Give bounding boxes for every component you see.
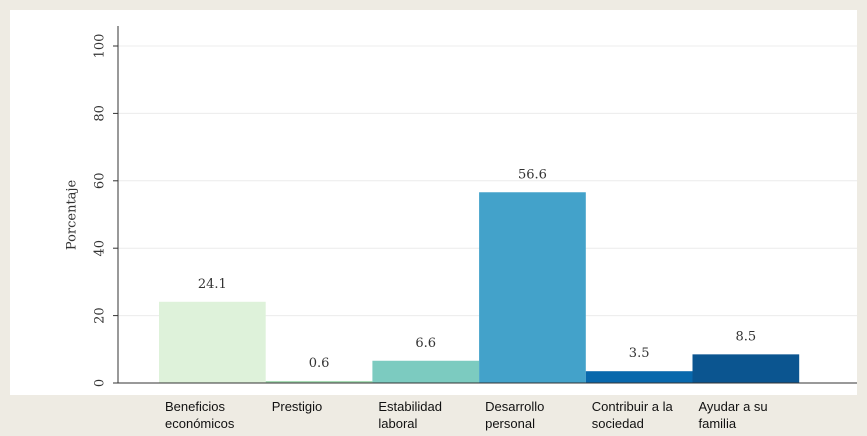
x-tick-label: Desarrollo personal <box>485 399 545 431</box>
value-label: 0.6 <box>309 356 330 371</box>
value-label: 6.6 <box>415 336 436 351</box>
bar <box>692 354 800 383</box>
plot-background <box>10 10 857 395</box>
x-tick-label: Prestigio <box>271 399 323 414</box>
bar <box>372 360 480 383</box>
bar <box>585 371 693 383</box>
x-tick-label: Estabilidad laboral <box>378 399 442 431</box>
x-tick-label: Ayudar a su familia <box>698 399 768 431</box>
y-tick-label: 60 <box>93 173 108 190</box>
x-tick-label: Beneficios económicos <box>165 399 235 431</box>
y-tick-label: 20 <box>93 307 108 324</box>
value-label: 3.5 <box>629 346 650 361</box>
x-tick-label: Contribuir a la sociedad <box>591 399 673 431</box>
y-axis-label: Porcentaje <box>65 180 80 251</box>
y-tick-label: 100 <box>93 34 108 59</box>
y-tick-label: 0 <box>93 379 108 387</box>
value-label: 8.5 <box>736 329 757 344</box>
value-label: 56.6 <box>518 167 547 182</box>
value-label: 24.1 <box>198 277 227 292</box>
bar <box>479 192 586 383</box>
y-tick-label: 40 <box>93 240 108 257</box>
y-tick-label: 80 <box>93 105 108 122</box>
bar <box>159 301 266 383</box>
bar <box>265 380 373 383</box>
